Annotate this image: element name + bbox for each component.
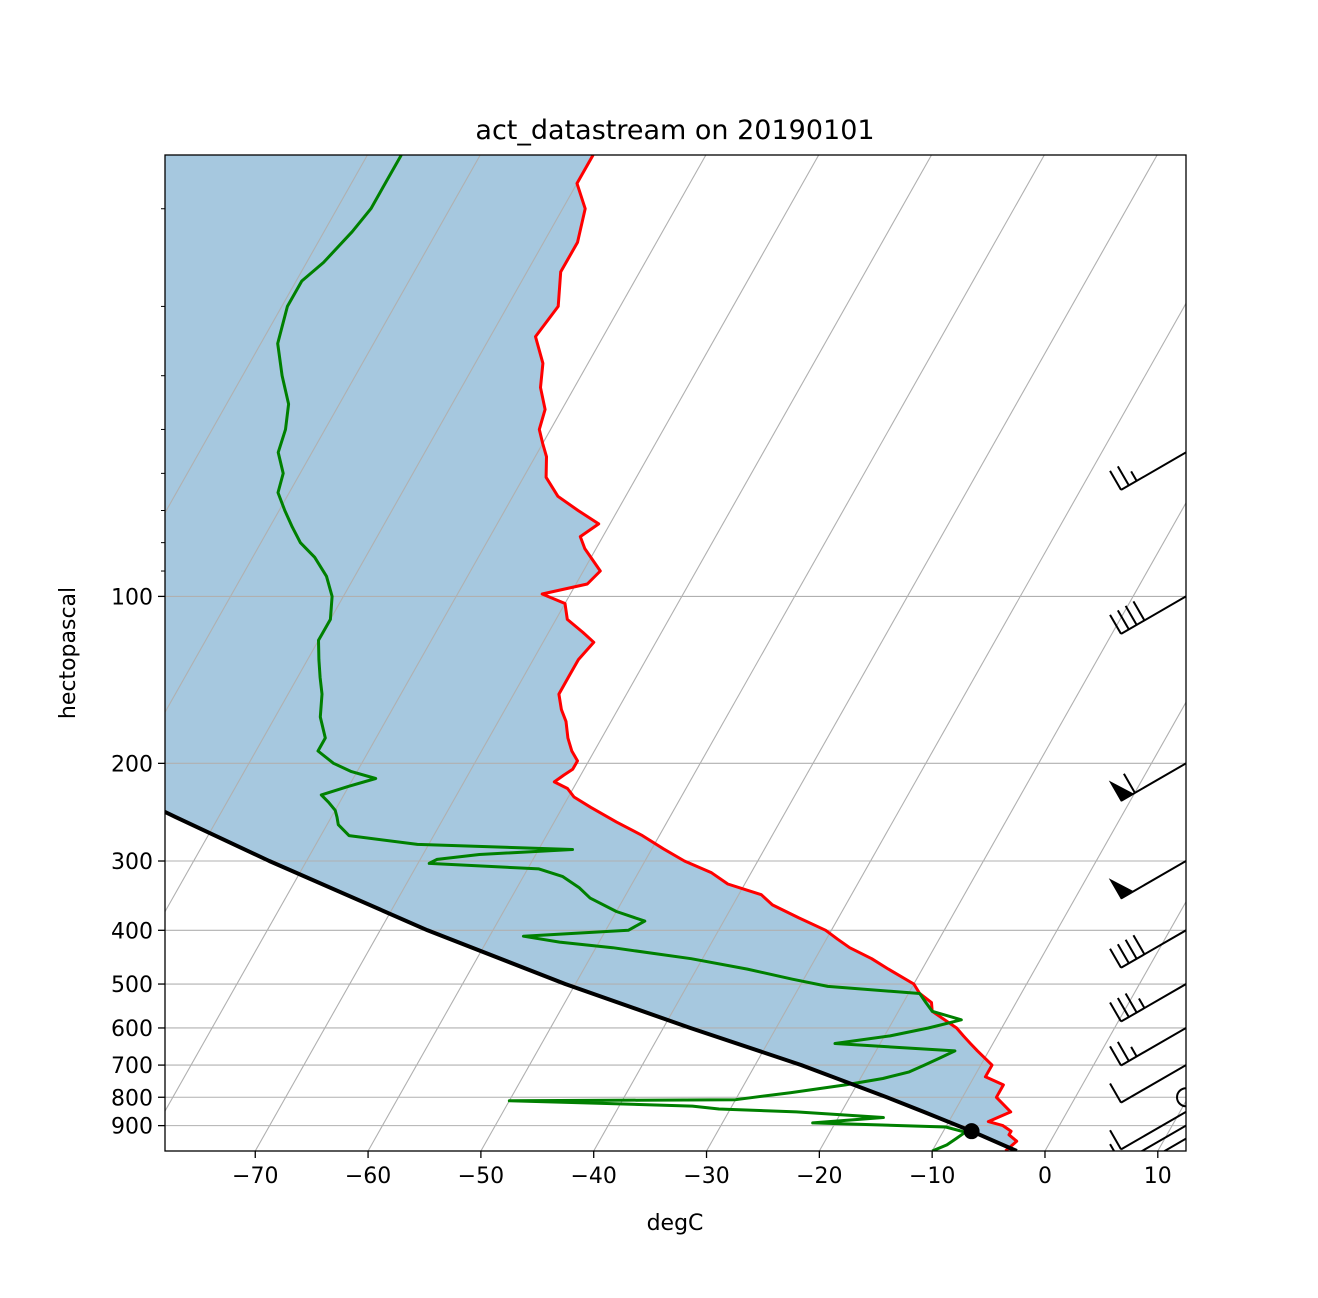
y-tick-label: 500 <box>111 973 153 998</box>
isotherm-gridline <box>165 155 368 514</box>
wind-barb <box>1109 929 1186 969</box>
y-tick-label: 900 <box>111 1115 153 1140</box>
isotherm-gridline <box>165 155 594 913</box>
y-tick-label: 300 <box>111 850 153 875</box>
y-tick-label: 700 <box>111 1054 153 1079</box>
x-tick-label: −40 <box>570 1164 616 1189</box>
wind-barb <box>1109 1027 1186 1067</box>
wind-barbs <box>1108 451 1186 1151</box>
wind-barb <box>1109 451 1186 491</box>
wind-barb <box>1108 762 1186 802</box>
isotherm-gridline <box>1044 900 1186 1151</box>
wind-barb <box>1108 860 1186 900</box>
x-tick-label: −70 <box>232 1164 278 1189</box>
x-tick-label: −20 <box>796 1164 842 1189</box>
x-axis-ticks: −70 −60 −50 −40 −30 −20 −10 0 10 <box>232 1151 1172 1189</box>
isotherm-gridline <box>367 155 932 1151</box>
isotherm-gridline <box>254 155 820 1151</box>
isotherm-gridline <box>165 155 481 714</box>
y-tick-label: 400 <box>111 919 153 944</box>
parcel-profile-line <box>165 809 1018 1151</box>
isotherm-gridline <box>931 701 1186 1151</box>
plot-frame <box>164 154 1187 1152</box>
plot-area <box>165 155 1318 1151</box>
series-lines <box>165 155 1019 1151</box>
wind-barb <box>1109 1064 1186 1104</box>
cape-shading-area <box>165 155 1017 1151</box>
y-axis-ticks: 100 200 300 400 500 600 700 800 900 <box>111 208 165 1140</box>
wind-barb <box>1176 1087 1186 1108</box>
y-axis-title: hectopascal <box>56 587 81 719</box>
lcl-marker <box>963 1123 980 1140</box>
x-tick-label: −30 <box>683 1164 729 1189</box>
wind-barb <box>1162 1137 1186 1151</box>
x-tick-label: 0 <box>1038 1164 1052 1189</box>
isotherm-gridline <box>1271 155 1318 1151</box>
isotherm-gridline <box>593 155 1158 1151</box>
x-tick-label: 10 <box>1144 1164 1172 1189</box>
y-tick-label: 800 <box>111 1086 153 1111</box>
chart-title: act_datastream on 20190101 <box>475 115 874 146</box>
wind-barb <box>1109 595 1186 635</box>
wind-barb <box>1109 1110 1186 1151</box>
y-tick-label: 200 <box>111 752 153 777</box>
isotherm-gridline <box>480 155 1045 1151</box>
y-tick-label: 100 <box>111 585 153 610</box>
x-axis-title: degC <box>647 1211 704 1236</box>
wind-barb <box>1109 1124 1186 1151</box>
isotherm-gridline <box>706 302 1186 1151</box>
x-tick-label: −10 <box>909 1164 955 1189</box>
isotherm-gridline <box>165 155 707 1113</box>
wind-barb <box>1109 983 1186 1023</box>
y-tick-label: 600 <box>111 1017 153 1042</box>
dewpoint-profile-line <box>276 155 967 1151</box>
temperature-profile-line <box>534 155 1019 1151</box>
x-tick-label: −50 <box>458 1164 504 1189</box>
x-tick-label: −60 <box>345 1164 391 1189</box>
isotherm-gridline <box>1157 1100 1186 1151</box>
